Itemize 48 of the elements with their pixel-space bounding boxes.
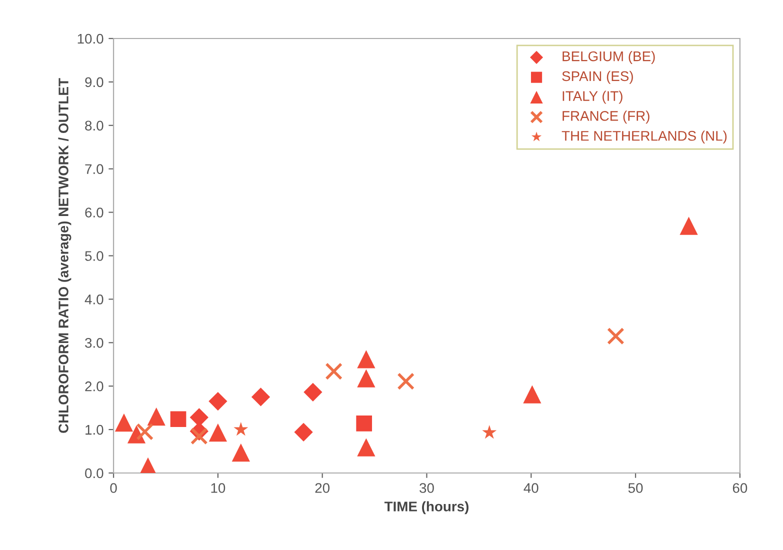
y-tick-label: 2.0 xyxy=(85,381,104,392)
y-tick-label: 10.0 xyxy=(78,34,104,44)
y-tick-label: 5.0 xyxy=(85,251,104,261)
point xyxy=(325,362,342,380)
legend-label: BELGIUM (BE) xyxy=(562,51,655,64)
legend-label: FRANCE (FR) xyxy=(562,110,650,124)
point xyxy=(127,425,146,444)
x-tick-label: 20 xyxy=(315,483,330,493)
point xyxy=(357,350,376,368)
point xyxy=(356,416,372,432)
x-axis-title: TIME (hours) xyxy=(384,501,468,514)
y-tick-label: 4.0 xyxy=(84,294,104,304)
point xyxy=(680,216,698,235)
point xyxy=(607,327,624,345)
y-tick-label: 9.0 xyxy=(85,77,104,88)
point xyxy=(147,407,166,426)
point xyxy=(114,414,134,432)
x-tick-label: 10 xyxy=(211,483,226,493)
legend-label: SPAIN (ES) xyxy=(562,70,633,84)
point xyxy=(190,427,208,445)
x-tick-label: 50 xyxy=(628,483,643,493)
y-axis-title: CHLOROFORM RATIO (average) NETWORK / OUTLET xyxy=(58,78,72,433)
point xyxy=(397,372,415,390)
y-tick-label: 6.0 xyxy=(85,208,104,218)
point xyxy=(294,422,313,442)
x-tick-label: 40 xyxy=(524,483,538,493)
point xyxy=(170,411,186,428)
point xyxy=(208,392,228,411)
y-tick-label: 3.0 xyxy=(85,338,104,348)
y-tick-label: 1.0 xyxy=(86,424,104,435)
point xyxy=(232,444,250,462)
point xyxy=(304,382,322,402)
point xyxy=(482,424,497,439)
point xyxy=(251,388,270,406)
x-tick-label: 30 xyxy=(420,483,434,493)
x-tick-label: 60 xyxy=(732,483,748,493)
x-tick-label: 0 xyxy=(110,483,117,493)
legend-label: THE NETHERLANDS (NL) xyxy=(562,130,727,144)
point xyxy=(357,438,376,456)
y-tick-label: 8.0 xyxy=(85,120,104,131)
legend-label: ITALY (IT) xyxy=(562,90,622,104)
y-tick-label: 7.0 xyxy=(85,164,104,174)
point xyxy=(136,423,154,440)
point xyxy=(208,424,227,442)
y-tick-label: 0.0 xyxy=(85,468,104,478)
point xyxy=(234,422,248,436)
point xyxy=(357,369,376,388)
point xyxy=(523,385,542,404)
